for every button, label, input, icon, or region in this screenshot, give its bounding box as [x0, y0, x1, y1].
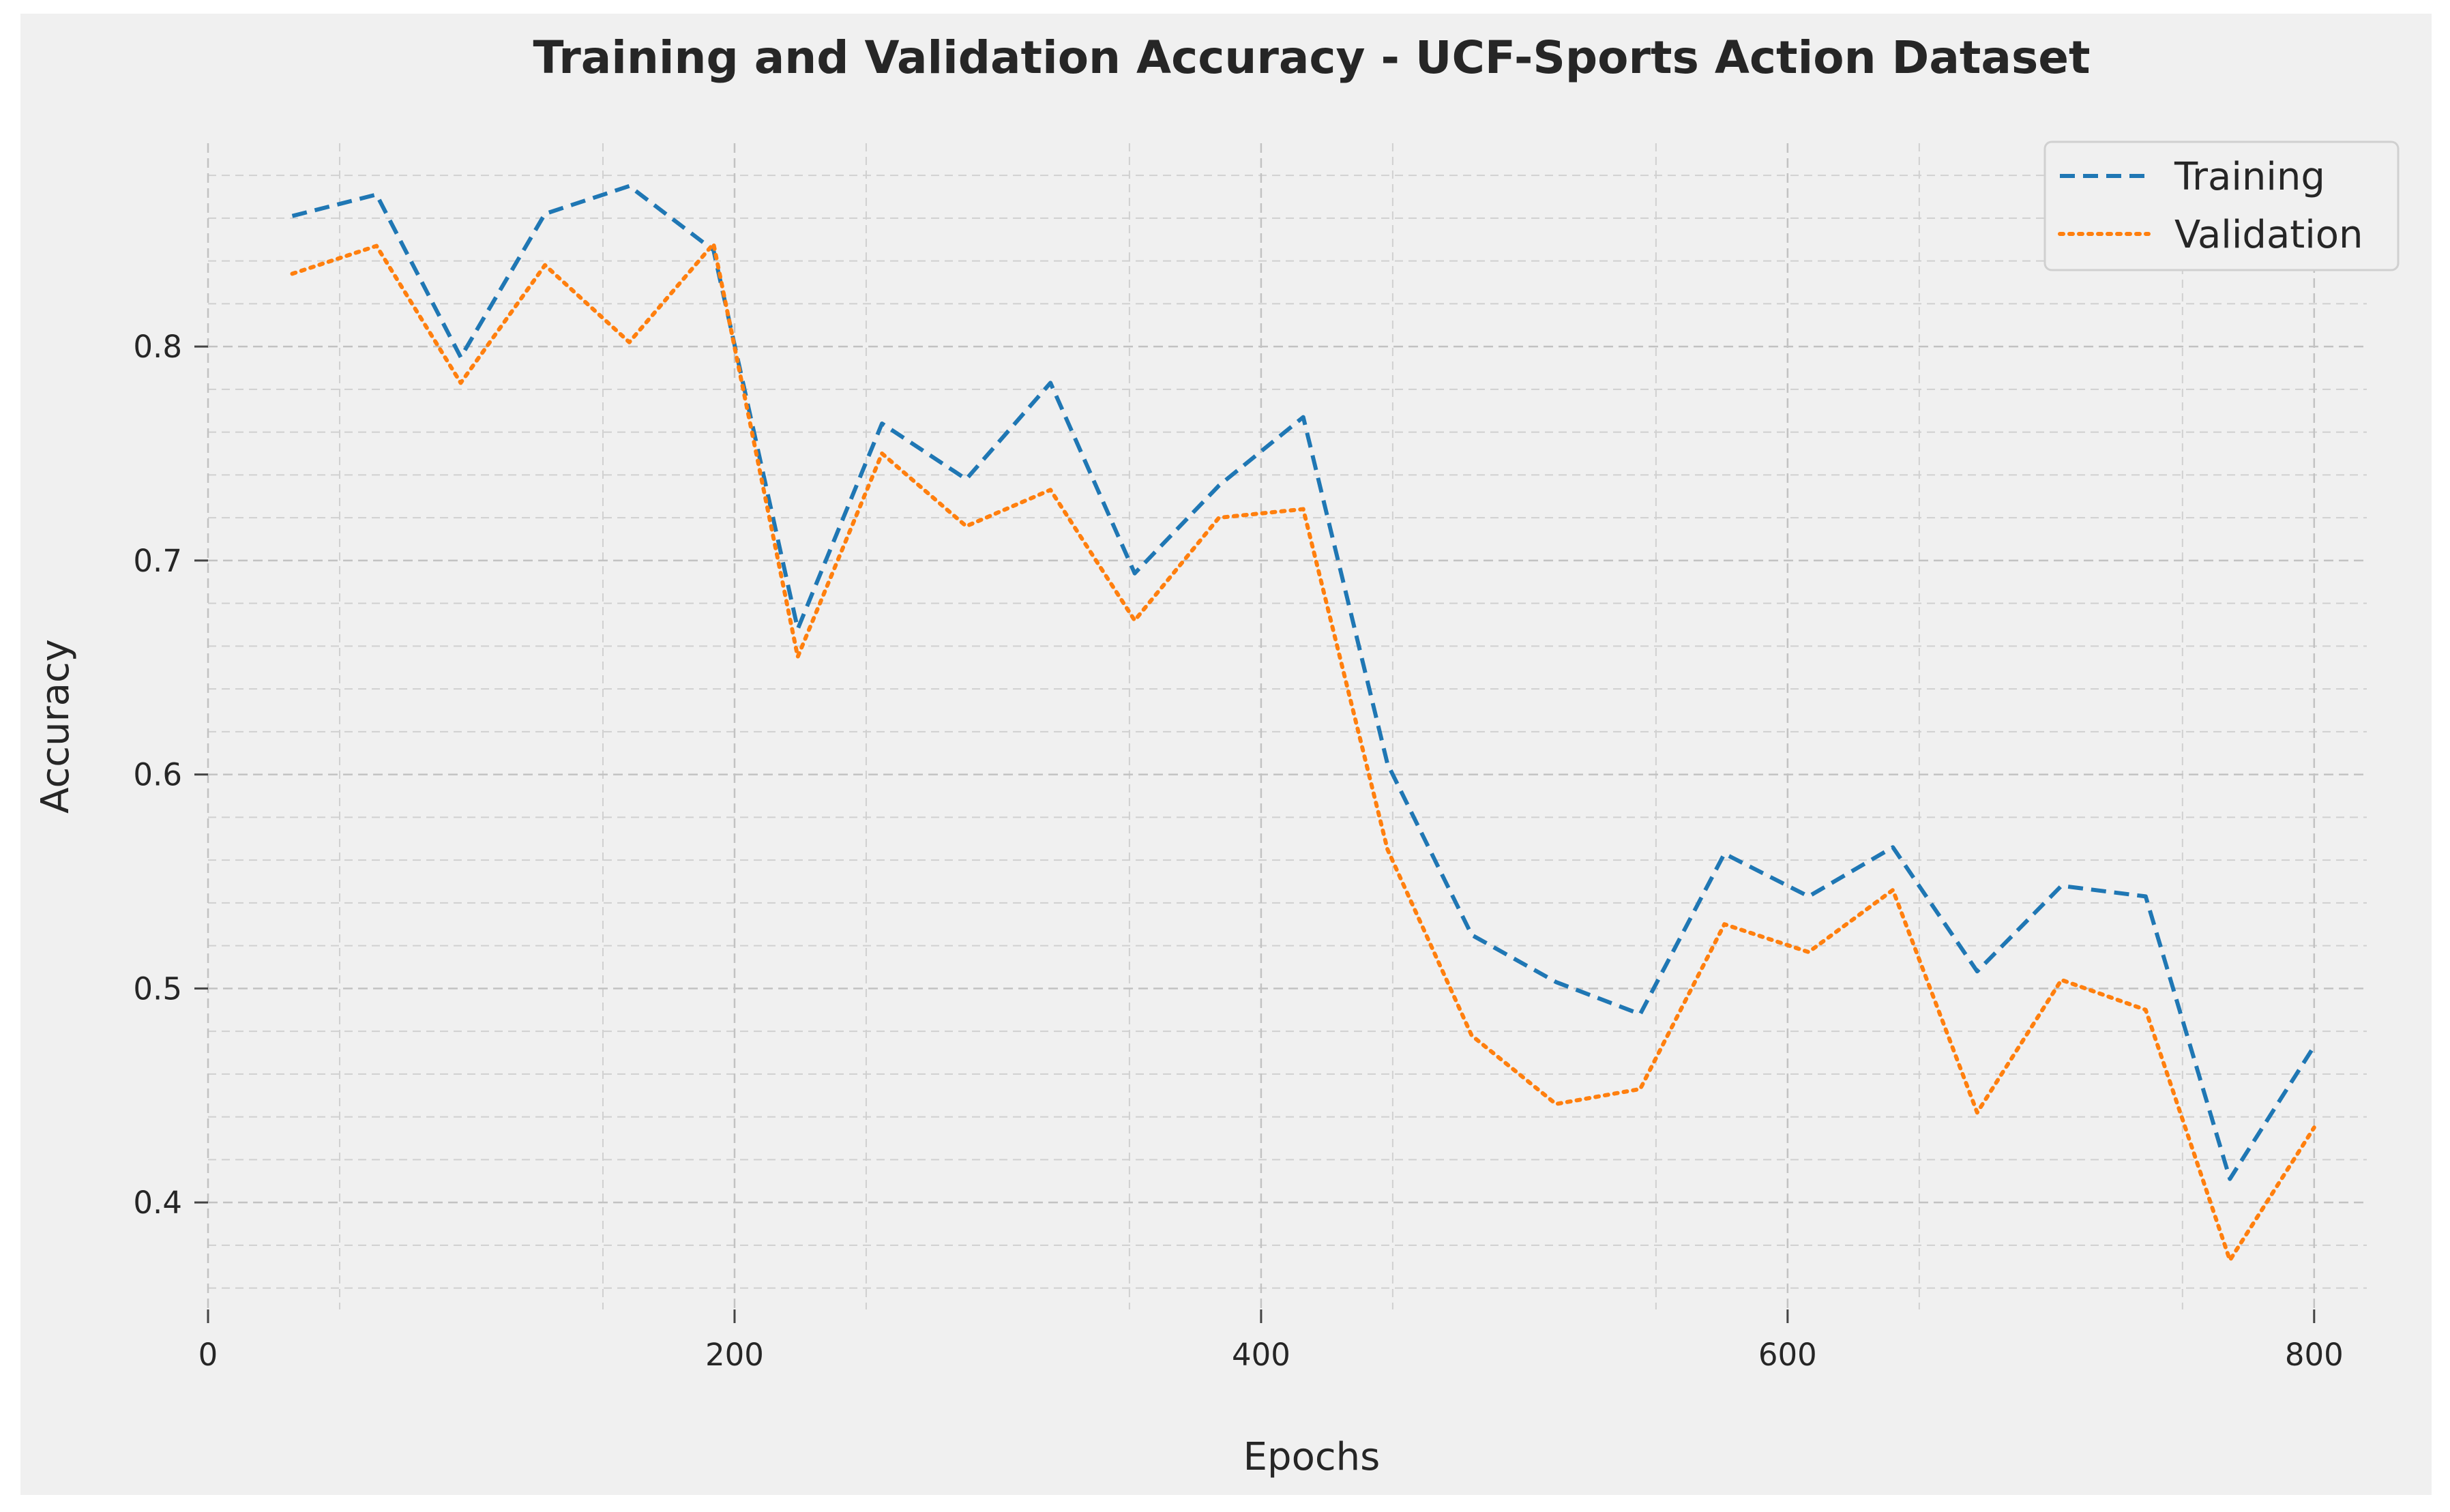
y-tick-label: 0.6: [133, 757, 182, 793]
legend-label-validation: Validation: [2174, 213, 2363, 257]
minor-grid: [208, 143, 2367, 1309]
y-tick-label: 0.7: [133, 543, 182, 579]
x-axis: 0 200 400 600 800: [198, 1309, 2344, 1373]
chart-title: Training and Validation Accuracy - UCF-S…: [533, 31, 2090, 84]
x-tick-label: 400: [1232, 1337, 1290, 1373]
y-tick-label: 0.8: [133, 329, 182, 365]
x-tick-label: 0: [198, 1337, 218, 1373]
y-axis-label: Accuracy: [33, 639, 78, 814]
legend: Training Validation: [2043, 140, 2400, 271]
legend-label-training: Training: [2174, 155, 2325, 199]
series-line-validation: [290, 241, 2316, 1262]
x-axis-label: Epochs: [1243, 1435, 1381, 1479]
series-line-training: [291, 183, 2316, 1181]
y-tick-label: 0.5: [133, 970, 182, 1007]
x-tick-label: 800: [2285, 1337, 2344, 1373]
y-tick-label: 0.4: [133, 1185, 182, 1221]
series-layer: [290, 183, 2316, 1262]
x-tick-label: 200: [705, 1337, 764, 1373]
y-axis: 0.4 0.5 0.6 0.7 0.8: [133, 329, 208, 1221]
x-tick-label: 600: [1758, 1337, 1817, 1373]
